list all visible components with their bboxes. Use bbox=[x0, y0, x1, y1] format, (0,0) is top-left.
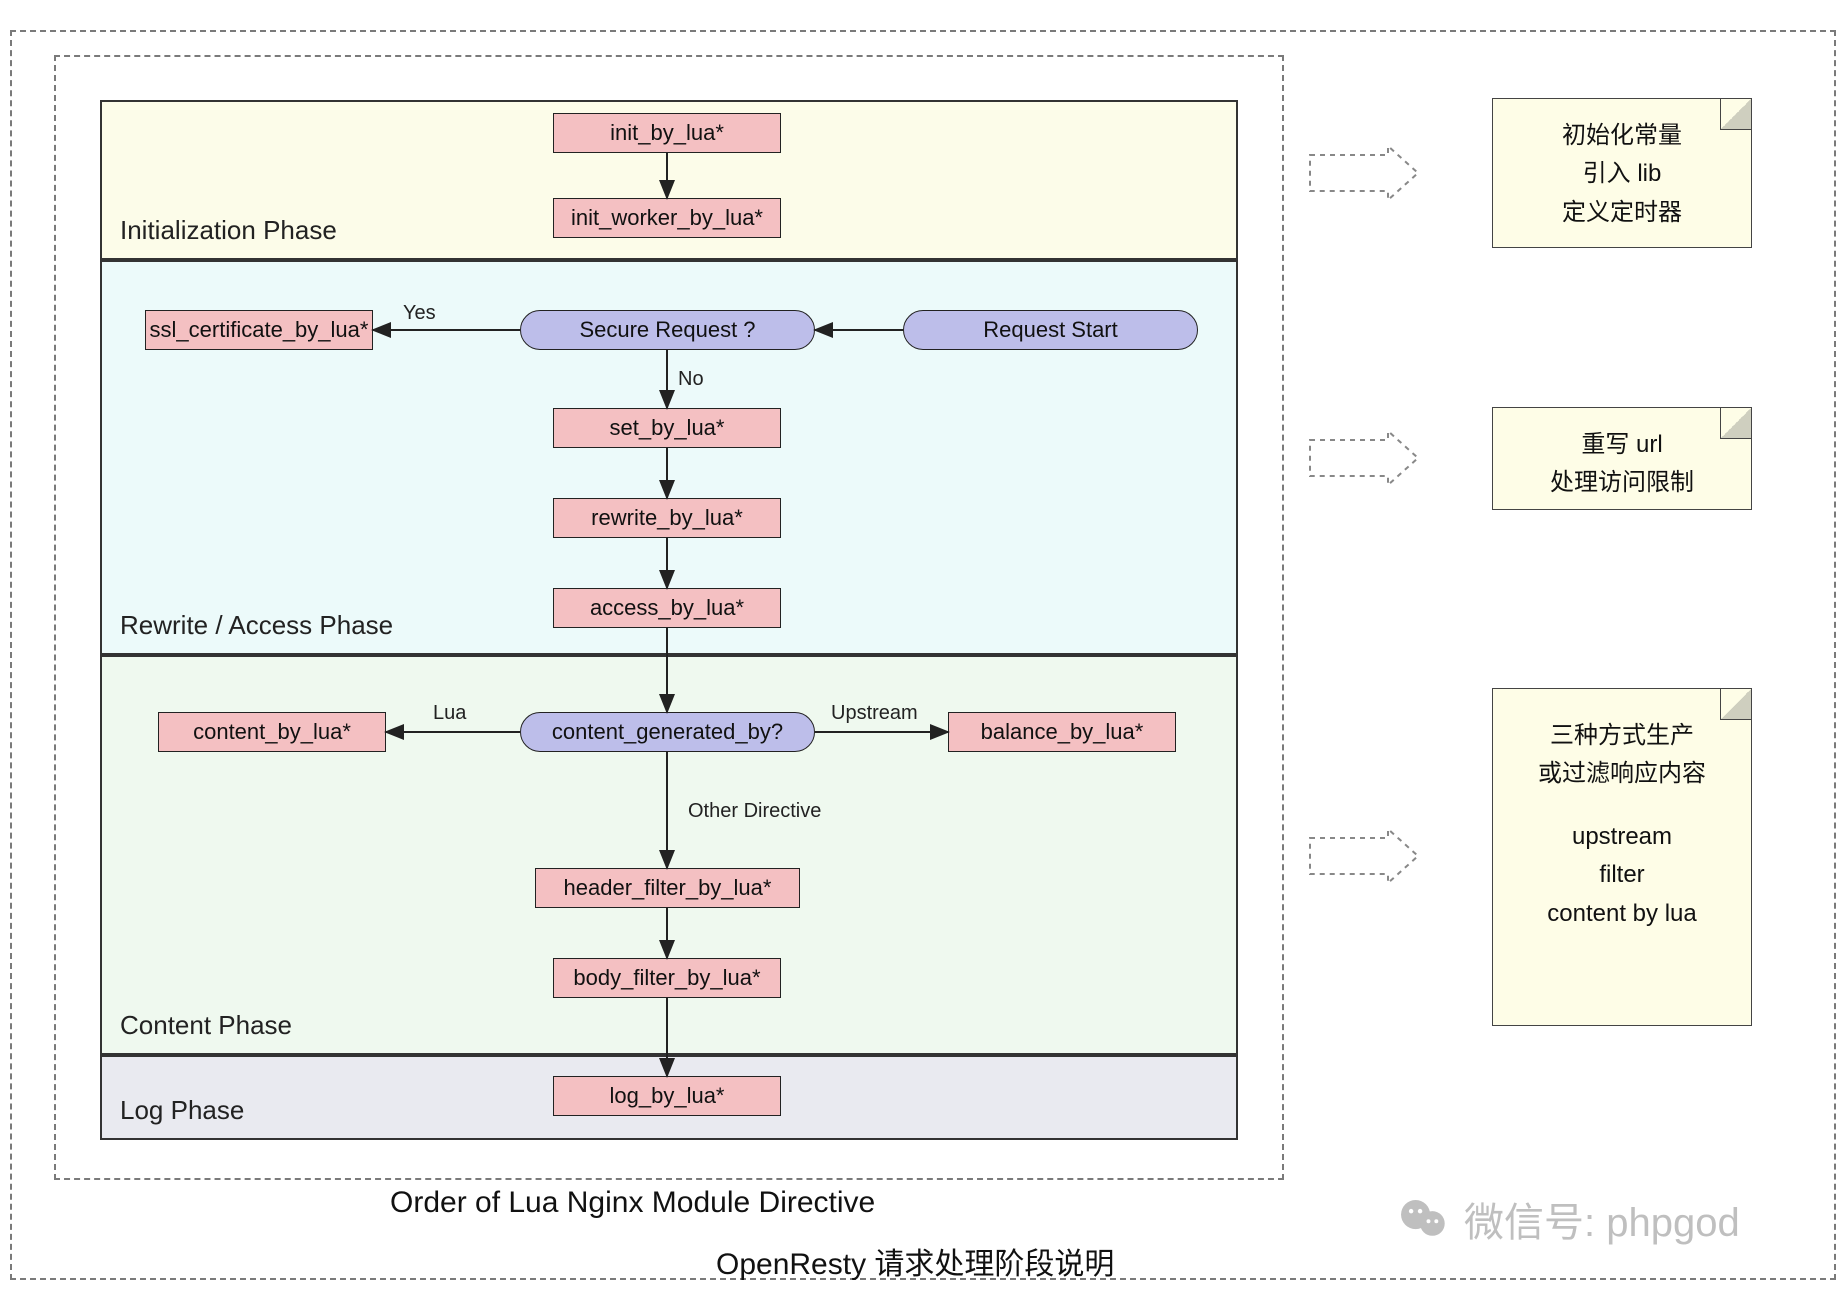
node-label: set_by_lua* bbox=[610, 415, 725, 441]
note-line: 处理访问限制 bbox=[1493, 464, 1751, 502]
edge-label-other-directive: Other Directive bbox=[688, 800, 821, 823]
node-label: header_filter_by_lua* bbox=[564, 875, 772, 901]
edge-label-lua: Lua bbox=[433, 702, 466, 725]
phase-label-init: Initialization Phase bbox=[120, 215, 337, 246]
node-log-by-lua: log_by_lua* bbox=[553, 1076, 781, 1116]
edge-label-upstream: Upstream bbox=[831, 702, 918, 725]
note-fold-icon bbox=[1720, 408, 1751, 439]
node-content-generated-by: content_generated_by? bbox=[520, 712, 815, 752]
node-label: Secure Request ? bbox=[579, 317, 755, 343]
note-line: 初始化常量 bbox=[1493, 117, 1751, 155]
diagram-canvas: Initialization Phase Rewrite / Access Ph… bbox=[0, 0, 1846, 1292]
node-label: content_generated_by? bbox=[552, 719, 783, 745]
node-label: rewrite_by_lua* bbox=[591, 505, 743, 531]
wechat-icon bbox=[1396, 1191, 1452, 1247]
node-init-worker-by-lua: init_worker_by_lua* bbox=[553, 198, 781, 238]
caption-outer: OpenResty 请求处理阶段说明 bbox=[716, 1239, 1114, 1283]
note-line: 引入 lib bbox=[1493, 155, 1751, 193]
wechat-label: 微信号: phpgod bbox=[1464, 1190, 1740, 1248]
edge-label-yes: Yes bbox=[403, 302, 436, 325]
node-rewrite-by-lua: rewrite_by_lua* bbox=[553, 498, 781, 538]
node-content-by-lua: content_by_lua* bbox=[158, 712, 386, 752]
note-line bbox=[1493, 794, 1751, 818]
node-label: init_by_lua* bbox=[610, 120, 724, 146]
note-content: 三种方式生产 或过滤响应内容 upstream filter content b… bbox=[1492, 688, 1752, 1026]
note-line: upstream bbox=[1493, 818, 1751, 856]
note-fold-icon bbox=[1720, 689, 1751, 720]
caption-inner: Order of Lua Nginx Module Directive bbox=[390, 1186, 875, 1220]
note-line: 定义定时器 bbox=[1493, 194, 1751, 232]
node-body-filter-by-lua: body_filter_by_lua* bbox=[553, 958, 781, 998]
node-label: ssl_certificate_by_lua* bbox=[150, 317, 369, 343]
node-label: init_worker_by_lua* bbox=[571, 205, 763, 231]
node-label: Request Start bbox=[983, 317, 1118, 343]
phase-label-rewrite: Rewrite / Access Phase bbox=[120, 610, 393, 641]
node-label: body_filter_by_lua* bbox=[573, 965, 760, 991]
node-label: log_by_lua* bbox=[610, 1083, 725, 1109]
note-line: 三种方式生产 bbox=[1493, 717, 1751, 755]
note-line: 重写 url bbox=[1493, 426, 1751, 464]
node-set-by-lua: set_by_lua* bbox=[553, 408, 781, 448]
node-label: balance_by_lua* bbox=[981, 719, 1144, 745]
phase-label-log: Log Phase bbox=[120, 1095, 244, 1126]
note-line: 或过滤响应内容 bbox=[1493, 755, 1751, 793]
note-line: filter bbox=[1493, 856, 1751, 894]
note-init: 初始化常量 引入 lib 定义定时器 bbox=[1492, 98, 1752, 248]
node-init-by-lua: init_by_lua* bbox=[553, 113, 781, 153]
note-line: content by lua bbox=[1493, 895, 1751, 933]
node-access-by-lua: access_by_lua* bbox=[553, 588, 781, 628]
node-ssl-certificate-by-lua: ssl_certificate_by_lua* bbox=[145, 310, 373, 350]
node-balance-by-lua: balance_by_lua* bbox=[948, 712, 1176, 752]
node-request-start: Request Start bbox=[903, 310, 1198, 350]
node-header-filter-by-lua: header_filter_by_lua* bbox=[535, 868, 800, 908]
node-secure-request-q: Secure Request ? bbox=[520, 310, 815, 350]
note-fold-icon bbox=[1720, 99, 1751, 130]
node-label: access_by_lua* bbox=[590, 595, 744, 621]
note-rewrite: 重写 url 处理访问限制 bbox=[1492, 407, 1752, 510]
wechat-watermark: 微信号: phpgod bbox=[1396, 1190, 1740, 1248]
phase-label-content: Content Phase bbox=[120, 1010, 292, 1041]
node-label: content_by_lua* bbox=[193, 719, 351, 745]
edge-label-no: No bbox=[678, 368, 704, 391]
